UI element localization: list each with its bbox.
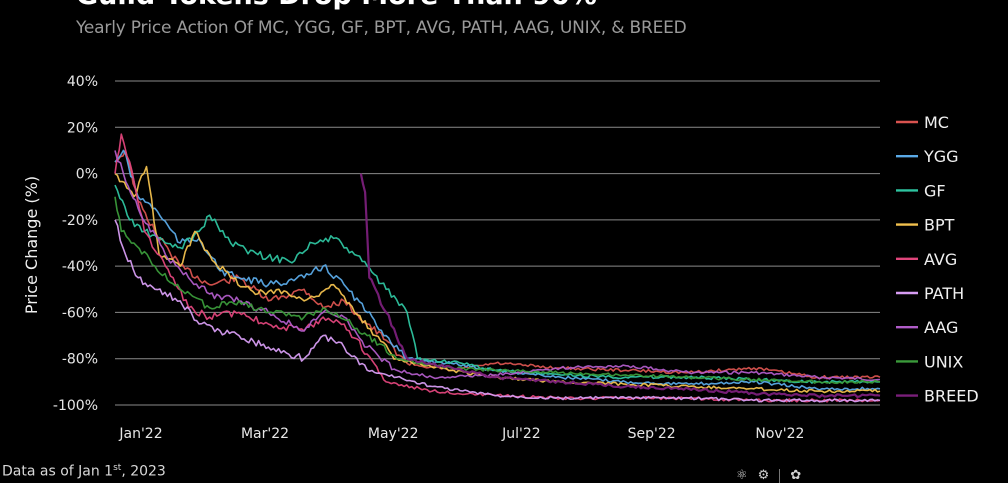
series-line-breed xyxy=(359,173,881,399)
legend-label: BREED xyxy=(924,387,979,406)
x-tick-label: Jan'22 xyxy=(118,426,162,442)
y-axis-ticks: 40% 20% 0% -20% -40% -60% -80% -100% xyxy=(53,74,98,414)
brand-logos: ⚛ ⚙ ✿ xyxy=(736,468,801,483)
y-axis-label: Price Change (%) xyxy=(22,176,41,314)
legend-label: PATH xyxy=(924,284,964,303)
series-line-mc xyxy=(114,149,881,380)
series-line-ygg xyxy=(114,149,881,392)
y-tick-label: 40% xyxy=(67,74,98,90)
series-line-aag xyxy=(114,150,881,382)
y-tick-label: 20% xyxy=(67,120,98,136)
legend-label: AAG xyxy=(924,318,958,337)
y-tick-label: -100% xyxy=(53,398,98,414)
y-tick-label: 0% xyxy=(76,167,98,183)
legend-label: MC xyxy=(924,113,949,132)
y-tick-label: -60% xyxy=(62,305,98,321)
series-line-path xyxy=(114,219,881,403)
legend-label: UNIX xyxy=(924,352,963,371)
x-tick-label: May'22 xyxy=(368,426,419,442)
y-tick-label: -80% xyxy=(62,352,98,368)
x-tick-label: Mar'22 xyxy=(241,426,289,442)
gridlines xyxy=(115,80,880,406)
x-tick-label: Nov'22 xyxy=(755,426,804,442)
brand-logo-icon: ✿ xyxy=(790,468,802,483)
legend: MC YGG GF BPT AVG PATH AAG UNIX BREED xyxy=(896,113,979,406)
x-tick-label: Sep'22 xyxy=(628,426,676,442)
chart-title: Guild Tokens Drop More Than 90% xyxy=(76,0,597,11)
legend-label: BPT xyxy=(924,216,955,235)
series-line-unix xyxy=(114,196,881,385)
series-lines xyxy=(114,133,881,403)
series-line-gf xyxy=(114,184,880,385)
legend-label: GF xyxy=(924,181,946,200)
data-date-note: Data as of Jan 1st, 2023 xyxy=(2,463,166,480)
logo-mark-icon-2: ⚙ xyxy=(757,468,770,483)
line-chart: 40% 20% 0% -20% -40% -60% -80% -100% Jan'22 Mar'… xyxy=(22,74,979,442)
legend-label: AVG xyxy=(924,250,957,269)
y-tick-label: -40% xyxy=(62,259,98,275)
x-axis-ticks: Jan'22 Mar'22 May'22 Jul'22 Sep'22 Nov'22 xyxy=(118,426,804,442)
chart-subtitle: Yearly Price Action Of MC, YGG, GF, BPT,… xyxy=(76,18,687,38)
y-tick-label: -20% xyxy=(62,213,98,229)
logo-mark-icon: ⚛ xyxy=(736,468,748,483)
brand-divider xyxy=(779,468,781,483)
legend-label: YGG xyxy=(923,147,959,166)
x-tick-label: Jul'22 xyxy=(501,426,541,442)
